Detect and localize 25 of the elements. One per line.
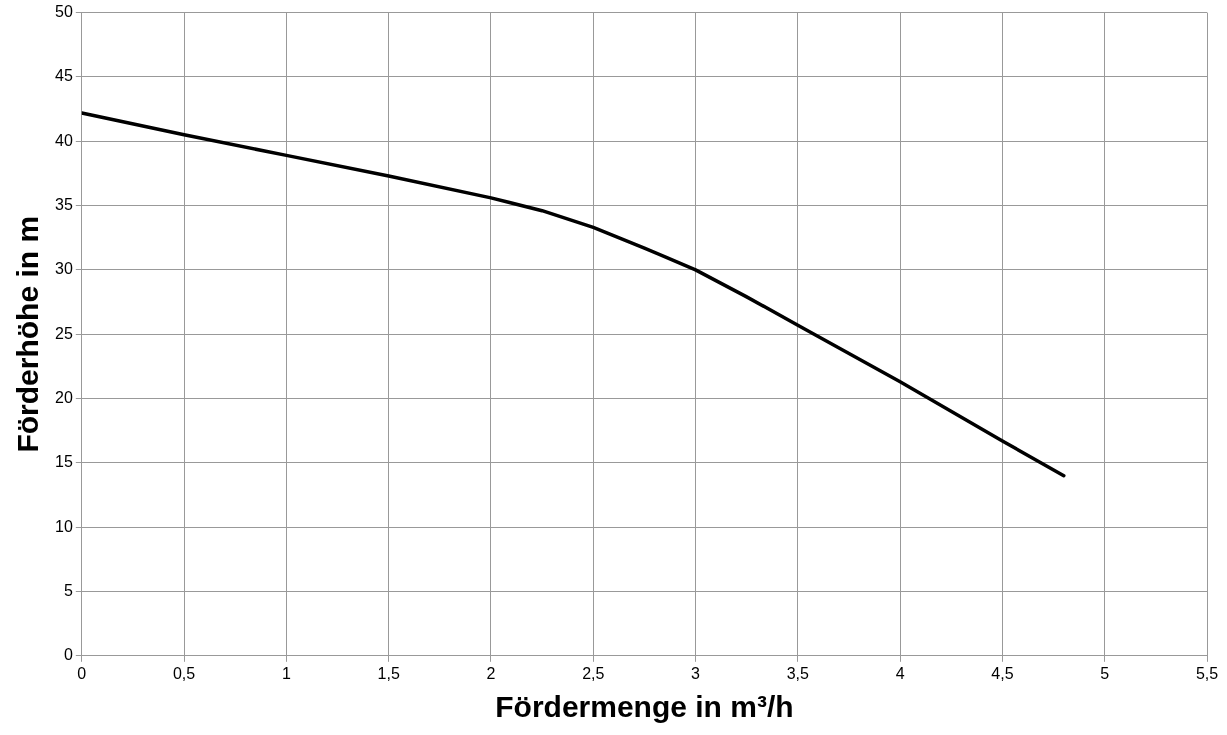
y-tick-label: 15 — [55, 453, 73, 471]
y-tick-label: 25 — [55, 324, 73, 342]
x-tick-label: 3 — [691, 664, 701, 682]
y-tick-label: 50 — [55, 3, 73, 21]
x-tick-label: 4,5 — [991, 664, 1014, 682]
x-axis-title: Fördermenge in m³/h — [495, 690, 794, 724]
y-tick-label: 40 — [55, 131, 73, 149]
x-tick-label: 1 — [281, 664, 291, 682]
y-tick-label: 20 — [55, 388, 73, 406]
y-tick-label: 10 — [55, 517, 73, 535]
x-tick-label: 2 — [486, 664, 496, 682]
y-tick-label: 45 — [55, 67, 73, 85]
x-tick-label: 3,5 — [786, 664, 810, 682]
y-tick-label: 30 — [55, 260, 73, 278]
x-tick-label: 1,5 — [377, 664, 400, 682]
x-tick-label: 0 — [77, 664, 87, 682]
x-tick-label: 5 — [1100, 664, 1110, 682]
x-tick-label: 4 — [895, 664, 905, 682]
y-tick-label: 5 — [63, 581, 73, 599]
y-axis-title: Förderhöhe in m — [11, 215, 45, 453]
x-tick-label: 0,5 — [172, 664, 196, 682]
x-tick-label: 5,5 — [1195, 664, 1219, 682]
x-tick-label: 2,5 — [582, 664, 605, 682]
y-tick-label: 35 — [55, 195, 73, 213]
y-tick-label: 0 — [63, 646, 73, 664]
